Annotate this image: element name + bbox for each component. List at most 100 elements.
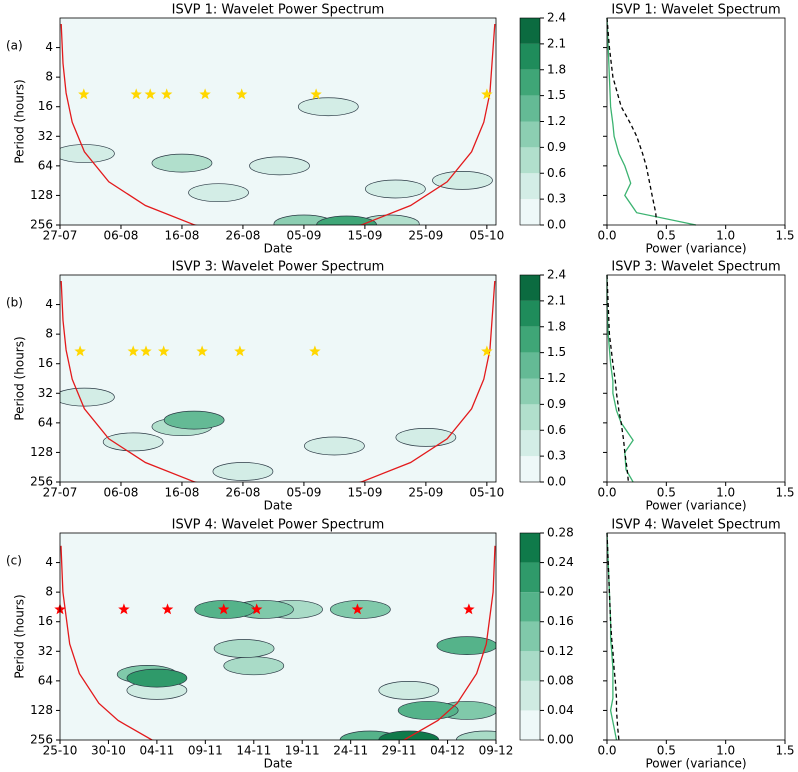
y-tick-label: 4 (45, 40, 53, 54)
star-marker (310, 88, 322, 100)
x-tick-label: 15-09 (347, 229, 382, 243)
star-marker (144, 88, 156, 100)
spectrum-line (606, 532, 618, 741)
power-region (436, 636, 496, 655)
x-tick-label: 1.0 (716, 486, 735, 500)
colorbar-tick-label: 0.0 (547, 475, 566, 489)
y-tick-label: 16 (38, 614, 53, 628)
chart-title: ISVP 4: Wavelet Power Spectrum (172, 518, 385, 533)
star-marker (463, 603, 475, 615)
spectrum-line (606, 532, 620, 741)
colorbar-tick-label: 2.4 (547, 11, 566, 25)
plot-frame (606, 17, 786, 226)
power-region (126, 668, 188, 688)
plot-frame (59, 532, 497, 741)
spectrum-line (606, 275, 634, 483)
colorbar-tick-label: 1.2 (547, 371, 566, 385)
y-tick-label: 256 (30, 733, 53, 747)
y-tick-label: 16 (38, 356, 53, 370)
y-axis-label: Period (hours) (13, 594, 27, 678)
y-tick-label: 8 (45, 327, 53, 341)
colorbar-band (520, 680, 540, 711)
plot-area (60, 275, 496, 482)
star-marker (351, 603, 364, 615)
power-region (212, 462, 274, 481)
colorbar-tick-label: 0.04 (547, 703, 574, 717)
power-region (316, 215, 377, 225)
y-tick-label: 8 (45, 70, 53, 84)
power-region (223, 656, 285, 676)
x-tick-label: 15-09 (347, 486, 382, 500)
x-axis-label: Date (264, 757, 293, 771)
colorbar-band (520, 326, 540, 353)
x-axis-label: Power (variance) (645, 757, 746, 771)
x-axis-label: Date (264, 499, 293, 513)
y-tick-label: 128 (30, 188, 53, 202)
x-tick-label: 30-10 (91, 744, 126, 758)
x-tick-label: 1.0 (716, 229, 735, 243)
x-tick-label: 27-07 (43, 486, 78, 500)
x-tick-label: 1.5 (775, 486, 794, 500)
colorbar-band (520, 456, 540, 482)
x-tick-label: 0.5 (657, 486, 676, 500)
star-marker (161, 603, 174, 615)
power-region (60, 387, 115, 407)
y-tick-label: 32 (38, 644, 53, 658)
x-tick-label: 26-08 (225, 486, 260, 500)
power-region (378, 730, 440, 740)
chart-title: ISVP 3: Wavelet Spectrum (611, 260, 780, 275)
x-tick-label: 05-09 (286, 486, 321, 500)
y-tick-label: 64 (38, 673, 53, 687)
plot-area (60, 533, 496, 740)
colorbar-tick-label: 0.24 (547, 555, 574, 569)
colorbar-tick-label: 0.12 (547, 644, 574, 658)
x-tick-label: 05-10 (469, 486, 504, 500)
star-marker (158, 345, 170, 357)
x-tick-label: 04-12 (430, 744, 465, 758)
colorbar-tick-label: 0.0 (547, 218, 566, 232)
spectrum-line (606, 17, 658, 226)
x-tick-label: 09-12 (479, 744, 514, 758)
colorbar-tick-label: 0.08 (547, 673, 574, 687)
x-tick-label: 24-11 (333, 744, 368, 758)
x-axis-label: Power (variance) (645, 499, 746, 513)
chart-title: ISVP 3: Wavelet Power Spectrum (172, 260, 385, 275)
colorbar-tick-label: 0.9 (547, 140, 566, 154)
colorbar-band (520, 378, 540, 405)
x-tick-label: 25-09 (408, 486, 443, 500)
x-tick-label: 1.5 (775, 744, 794, 758)
star-marker (161, 88, 173, 100)
spectrum-line (606, 17, 697, 226)
x-axis-label: Date (264, 242, 293, 256)
colorbar-band (520, 592, 540, 622)
colorbar-tick-label: 0.20 (547, 585, 574, 599)
star-marker (118, 603, 130, 615)
power-region (297, 97, 359, 117)
colorbar-tick-label: 1.5 (547, 345, 566, 359)
colorbar-band (520, 199, 540, 225)
star-marker (218, 603, 230, 615)
x-tick-label: 29-11 (382, 744, 417, 758)
power-region (432, 171, 493, 190)
y-tick-label: 4 (45, 555, 53, 569)
colorbar-band (520, 300, 540, 327)
colorbar-band (520, 710, 540, 740)
colorbar-band (520, 562, 540, 593)
y-tick-label: 128 (30, 445, 53, 459)
star-marker (481, 345, 493, 357)
colorbar-tick-label: 1.8 (547, 62, 566, 76)
y-tick-label: 128 (30, 703, 53, 717)
plot-frame (59, 17, 497, 226)
x-tick-label: 05-09 (286, 229, 321, 243)
y-tick-label: 32 (38, 386, 53, 400)
y-tick-label: 64 (38, 415, 53, 429)
y-tick-label: 256 (30, 475, 53, 489)
x-tick-label: 1.0 (716, 744, 735, 758)
x-tick-label: 0.0 (597, 229, 616, 243)
star-marker (74, 345, 86, 357)
x-tick-label: 25-09 (408, 229, 443, 243)
power-region (455, 730, 496, 740)
x-tick-label: 0.5 (657, 744, 676, 758)
x-tick-label: 26-08 (225, 229, 260, 243)
colorbar-tick-label: 0.9 (547, 397, 566, 411)
